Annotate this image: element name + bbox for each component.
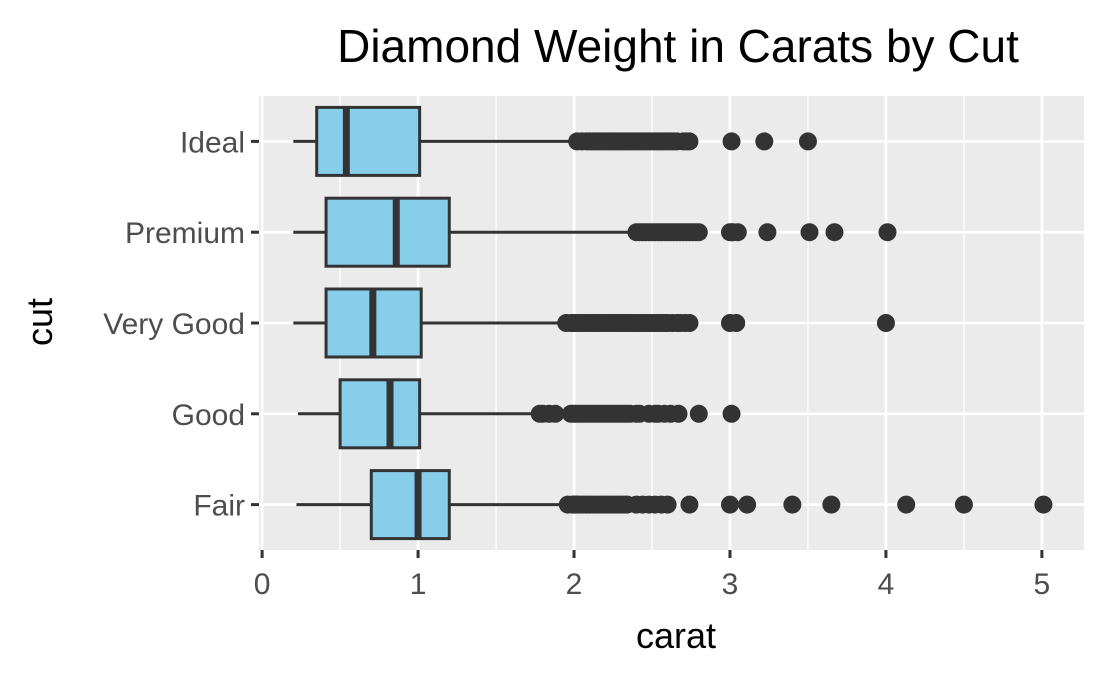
box-body bbox=[324, 196, 451, 268]
y-tick-label: Ideal bbox=[180, 126, 245, 159]
y-tick-label: Good bbox=[172, 399, 245, 432]
outlier-point bbox=[783, 495, 802, 514]
outlier-point bbox=[680, 495, 699, 514]
box-ideal bbox=[293, 105, 817, 177]
chart-title: Diamond Weight in Carats by Cut bbox=[337, 20, 1019, 72]
x-tick-label: 1 bbox=[410, 568, 427, 601]
outlier-point bbox=[728, 223, 747, 242]
y-tick-label: Very Good bbox=[103, 308, 245, 341]
outlier-point bbox=[680, 132, 699, 151]
y-tick-label: Fair bbox=[193, 490, 245, 523]
box-very-good bbox=[293, 287, 895, 359]
x-tick-label: 4 bbox=[878, 568, 895, 601]
outlier-point bbox=[822, 495, 841, 514]
outlier-point bbox=[727, 314, 746, 332]
x-axis-title: carat bbox=[636, 615, 716, 656]
outlier-point bbox=[954, 495, 973, 514]
x-tick-label: 0 bbox=[254, 568, 271, 601]
outlier-point bbox=[546, 404, 565, 423]
outlier-point bbox=[680, 314, 699, 332]
box-fair bbox=[296, 469, 1053, 541]
outlier-point bbox=[825, 223, 844, 242]
outlier-point bbox=[689, 223, 708, 242]
outlier-point bbox=[755, 132, 774, 151]
y-axis-title: cut bbox=[19, 298, 60, 346]
outlier-point bbox=[798, 132, 817, 151]
outlier-point bbox=[876, 314, 895, 332]
outlier-point bbox=[722, 132, 741, 151]
x-tick-label: 3 bbox=[722, 568, 739, 601]
y-tick-label: Premium bbox=[125, 217, 245, 250]
box-body bbox=[338, 378, 422, 450]
x-tick-label: 5 bbox=[1034, 568, 1051, 601]
outlier-point bbox=[689, 404, 708, 423]
outlier-point bbox=[722, 404, 741, 423]
axis-layer: 0 1 2 3 4 5 Ideal Premium Very Good Good Fair bbox=[103, 126, 1050, 601]
box-layer bbox=[293, 105, 1053, 541]
outlier-point bbox=[669, 404, 688, 423]
x-tick-label: 2 bbox=[566, 568, 583, 601]
outlier-point bbox=[897, 495, 916, 514]
outlier-point bbox=[758, 223, 777, 242]
outlier-point bbox=[738, 495, 757, 514]
outlier-point bbox=[800, 223, 819, 242]
box-good bbox=[297, 378, 741, 450]
outlier-point bbox=[658, 495, 677, 514]
box-body bbox=[315, 105, 422, 177]
outlier-point bbox=[720, 495, 739, 514]
outlier-point bbox=[878, 223, 897, 242]
box-premium bbox=[293, 196, 897, 268]
outlier-point bbox=[1034, 495, 1053, 514]
box-body bbox=[369, 469, 451, 541]
